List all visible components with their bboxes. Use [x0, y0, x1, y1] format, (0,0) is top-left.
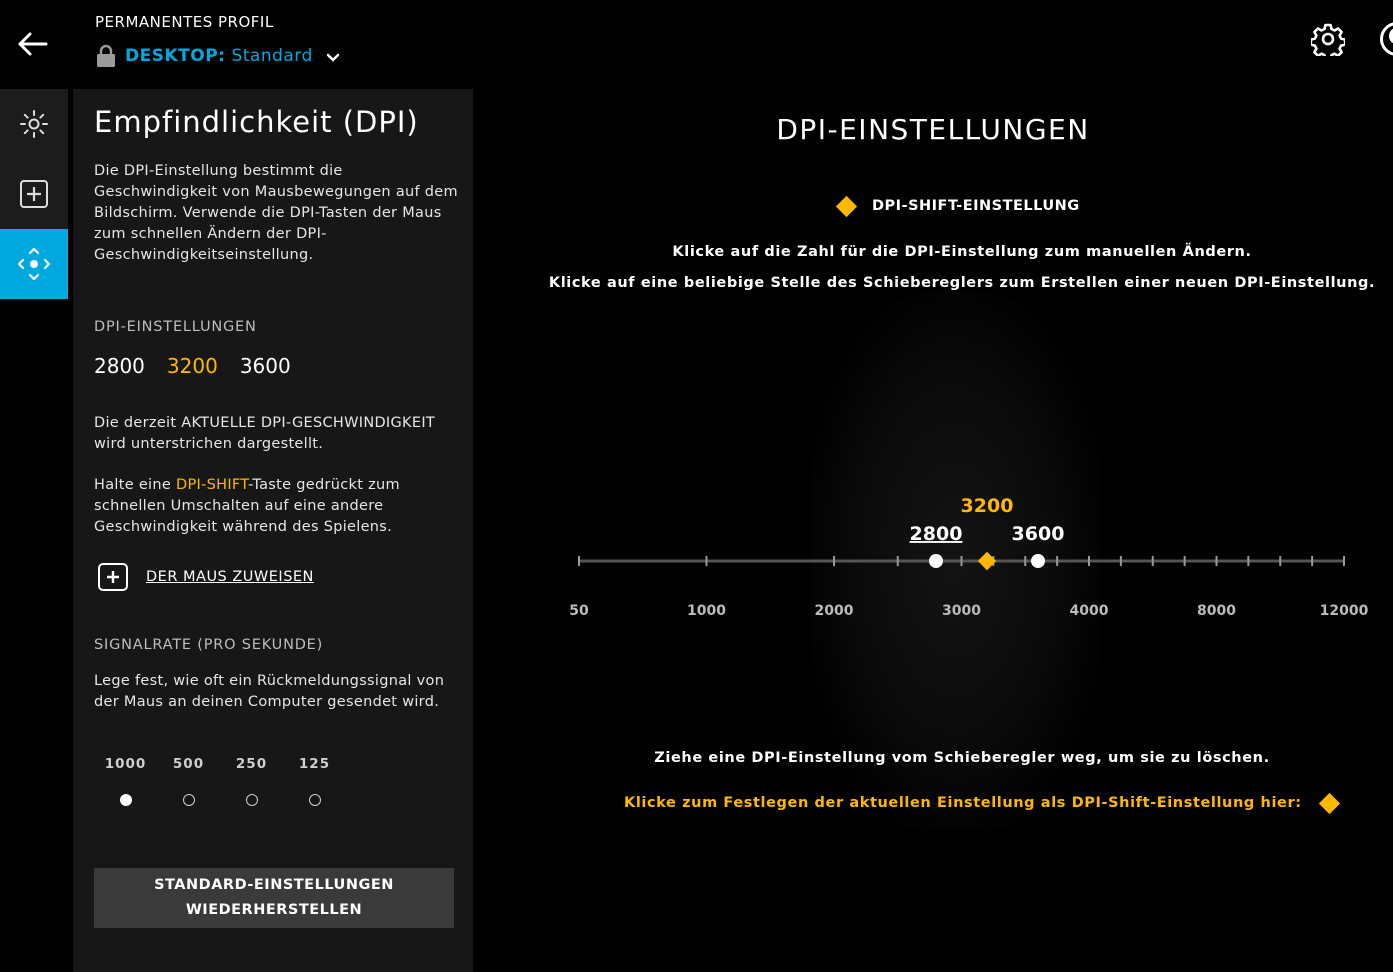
dpi-point-label[interactable]: 3600	[1012, 523, 1065, 545]
dpi-point-handle[interactable]	[929, 554, 943, 568]
assign-to-mouse-button[interactable]: DER MAUS ZUWEISEN	[98, 563, 314, 591]
lock-icon	[97, 44, 115, 67]
device-name: DESKTOP:	[125, 46, 226, 66]
delete-hint: Ziehe eine DPI-Einstellung vom Schiebere…	[654, 750, 1270, 766]
rate-label: 250	[235, 756, 268, 772]
dpi-shift-note: Halte eine DPI-SHIFT-Taste gedrückt zum …	[94, 475, 459, 538]
profile-selector[interactable]: DESKTOP: Standard	[95, 44, 341, 68]
slider-scale-label: 3000	[942, 603, 981, 619]
report-rate-heading: SIGNALRATE (PRO SEKUNDE)	[94, 637, 324, 653]
dpi-settings-heading: DPI-EINSTELLUNGEN	[94, 319, 257, 335]
plus-square-icon	[20, 180, 48, 208]
arrow-left-icon	[18, 32, 48, 56]
sun-icon	[20, 110, 48, 138]
profile-name: Standard	[231, 46, 313, 66]
report-rate-description: Lege fest, wie oft ein Rückmeldungssigna…	[94, 673, 445, 710]
radio[interactable]	[308, 794, 321, 806]
rail-item-assignments[interactable]	[0, 159, 68, 229]
move-arrows-icon	[17, 247, 51, 281]
plus-square-icon	[98, 563, 128, 591]
instruction-create-point: Klicke auf eine beliebige Stelle des Sch…	[548, 275, 1376, 291]
dpi-slider[interactable]: 50 1000 2000 3000 4000 8000 12000 2800 3600 3200	[560, 480, 1370, 630]
set-shift-button[interactable]: Klicke zum Festlegen der aktuellen Einst…	[624, 792, 1340, 814]
settings-button[interactable]	[1309, 22, 1347, 61]
rail-item-lighting[interactable]	[0, 89, 68, 159]
current-dpi-note: Die derzeit AKTUELLE DPI-GESCHWINDIGKEIT…	[94, 415, 436, 452]
sensitivity-panel: Empfindlichkeit (DPI) Die DPI-Einstellun…	[73, 89, 473, 972]
set-shift-label: Klicke zum Festlegen der aktuellen Einst…	[624, 795, 1302, 811]
slider-scale-label: 12000	[1320, 603, 1369, 619]
dpi-point-handle[interactable]	[1031, 554, 1045, 568]
shift-note-key: DPI-SHIFT	[176, 477, 249, 493]
dpi-shift-legend: DPI-SHIFT-EINSTELLUNG	[835, 195, 1080, 217]
dpi-shift-legend-label: DPI-SHIFT-EINSTELLUNG	[872, 198, 1080, 214]
rate-label: 125	[298, 756, 331, 772]
gear-icon	[1309, 23, 1347, 61]
rate-label: 1000	[104, 756, 147, 772]
assign-label: DER MAUS ZUWEISEN	[146, 569, 314, 585]
radio[interactable]	[245, 794, 258, 806]
slider-scale-label: 50	[569, 603, 589, 619]
dpi-point-label[interactable]: 2800	[910, 523, 963, 545]
account-button[interactable]	[1380, 22, 1393, 56]
rate-option-1000[interactable]: 1000	[94, 756, 157, 806]
rail-item-sensitivity[interactable]	[0, 229, 68, 299]
instruction-manual-edit: Klicke auf die Zahl für die DPI-Einstell…	[672, 244, 1252, 260]
dpi-shift-label[interactable]: 3200	[961, 495, 1014, 517]
rate-option-500[interactable]: 500	[157, 756, 220, 806]
slider-scale-label: 8000	[1197, 603, 1236, 619]
side-rail	[0, 89, 68, 299]
diamond-icon[interactable]	[1318, 792, 1340, 814]
dpi-description: Die DPI-Einstellung bestimmt die Geschwi…	[94, 163, 458, 263]
panel-title: Empfindlichkeit (DPI)	[94, 105, 419, 139]
rate-label: 500	[172, 756, 205, 772]
dpi-values-list: 2800 3200 3600	[94, 354, 291, 378]
rate-option-125[interactable]: 125	[283, 756, 346, 806]
slider-scale-label: 2000	[815, 603, 854, 619]
dpi-value-2[interactable]: 3200	[166, 354, 218, 378]
slider-scale-label: 1000	[687, 603, 726, 619]
radio[interactable]	[182, 794, 195, 806]
dpi-shift-handle[interactable]	[977, 551, 997, 571]
restore-defaults-button[interactable]: STANDARD-EINSTELLUNGEN WIEDERHERSTELLEN	[94, 868, 454, 928]
main-title: DPI-EINSTELLUNGEN	[776, 113, 1090, 146]
chevron-down-icon	[326, 53, 340, 62]
rate-option-250[interactable]: 250	[220, 756, 283, 806]
diamond-icon	[835, 195, 858, 217]
profile-type-label: PERMANENTES PROFIL	[95, 13, 274, 31]
back-button[interactable]	[14, 26, 50, 62]
shift-note-pre: Halte eine	[94, 477, 177, 493]
radio-selected[interactable]	[119, 794, 132, 806]
slider-scale-label: 4000	[1070, 603, 1109, 619]
report-rate-options: 1000 500 250 125	[94, 756, 346, 806]
dpi-value-1[interactable]: 2800	[94, 354, 145, 378]
dpi-value-3[interactable]: 3600	[239, 354, 291, 378]
shift-note-post: -Taste gedrückt zum schnellen Umschalten…	[94, 477, 400, 535]
